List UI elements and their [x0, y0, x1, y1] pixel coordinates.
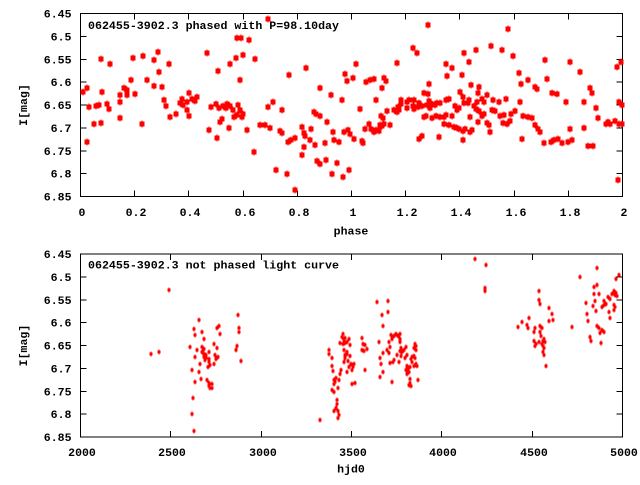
- svg-text:6.8: 6.8: [51, 170, 72, 182]
- svg-text:6.5: 6.5: [51, 273, 72, 285]
- svg-text:4500: 4500: [520, 448, 548, 460]
- svg-text:1.6: 1.6: [506, 208, 527, 220]
- svg-text:1.4: 1.4: [451, 208, 472, 220]
- svg-text:6.85: 6.85: [44, 193, 72, 205]
- svg-text:hjd0: hjd0: [337, 465, 365, 477]
- svg-text:I[mag]: I[mag]: [19, 325, 31, 367]
- svg-text:0: 0: [79, 208, 86, 220]
- svg-text:5000: 5000: [610, 448, 638, 460]
- svg-text:6.8: 6.8: [51, 410, 72, 422]
- svg-text:062455-3902.3 phased with P=98: 062455-3902.3 phased with P=98.10day: [88, 21, 339, 33]
- svg-text:6.45: 6.45: [44, 10, 72, 22]
- svg-text:6.6: 6.6: [51, 319, 72, 331]
- svg-text:I[mag]: I[mag]: [19, 84, 31, 126]
- svg-text:6.65: 6.65: [44, 101, 72, 113]
- svg-text:phase: phase: [334, 227, 369, 239]
- svg-text:6.85: 6.85: [44, 433, 72, 445]
- svg-text:062455-3902.3 not phased light: 062455-3902.3 not phased light curve: [88, 261, 339, 273]
- svg-text:0.8: 0.8: [289, 208, 310, 220]
- svg-text:6.6: 6.6: [51, 78, 72, 90]
- svg-text:1.8: 1.8: [560, 208, 581, 220]
- svg-text:4000: 4000: [429, 448, 457, 460]
- svg-text:6.7: 6.7: [51, 124, 72, 136]
- svg-text:6.45: 6.45: [44, 250, 72, 262]
- svg-text:2500: 2500: [158, 448, 186, 460]
- svg-text:6.65: 6.65: [44, 342, 72, 354]
- svg-text:1: 1: [350, 208, 357, 220]
- svg-text:0.4: 0.4: [180, 208, 201, 220]
- svg-text:6.55: 6.55: [44, 55, 72, 67]
- svg-text:6.75: 6.75: [44, 387, 72, 399]
- svg-text:2000: 2000: [68, 448, 96, 460]
- svg-text:3500: 3500: [339, 448, 367, 460]
- svg-text:6.55: 6.55: [44, 296, 72, 308]
- svg-text:2: 2: [621, 208, 628, 220]
- svg-text:0.6: 0.6: [235, 208, 256, 220]
- svg-text:1.2: 1.2: [397, 208, 418, 220]
- svg-text:6.75: 6.75: [44, 147, 72, 159]
- svg-text:3000: 3000: [249, 448, 277, 460]
- svg-text:0.2: 0.2: [126, 208, 147, 220]
- svg-text:6.7: 6.7: [51, 364, 72, 376]
- svg-text:6.5: 6.5: [51, 32, 72, 44]
